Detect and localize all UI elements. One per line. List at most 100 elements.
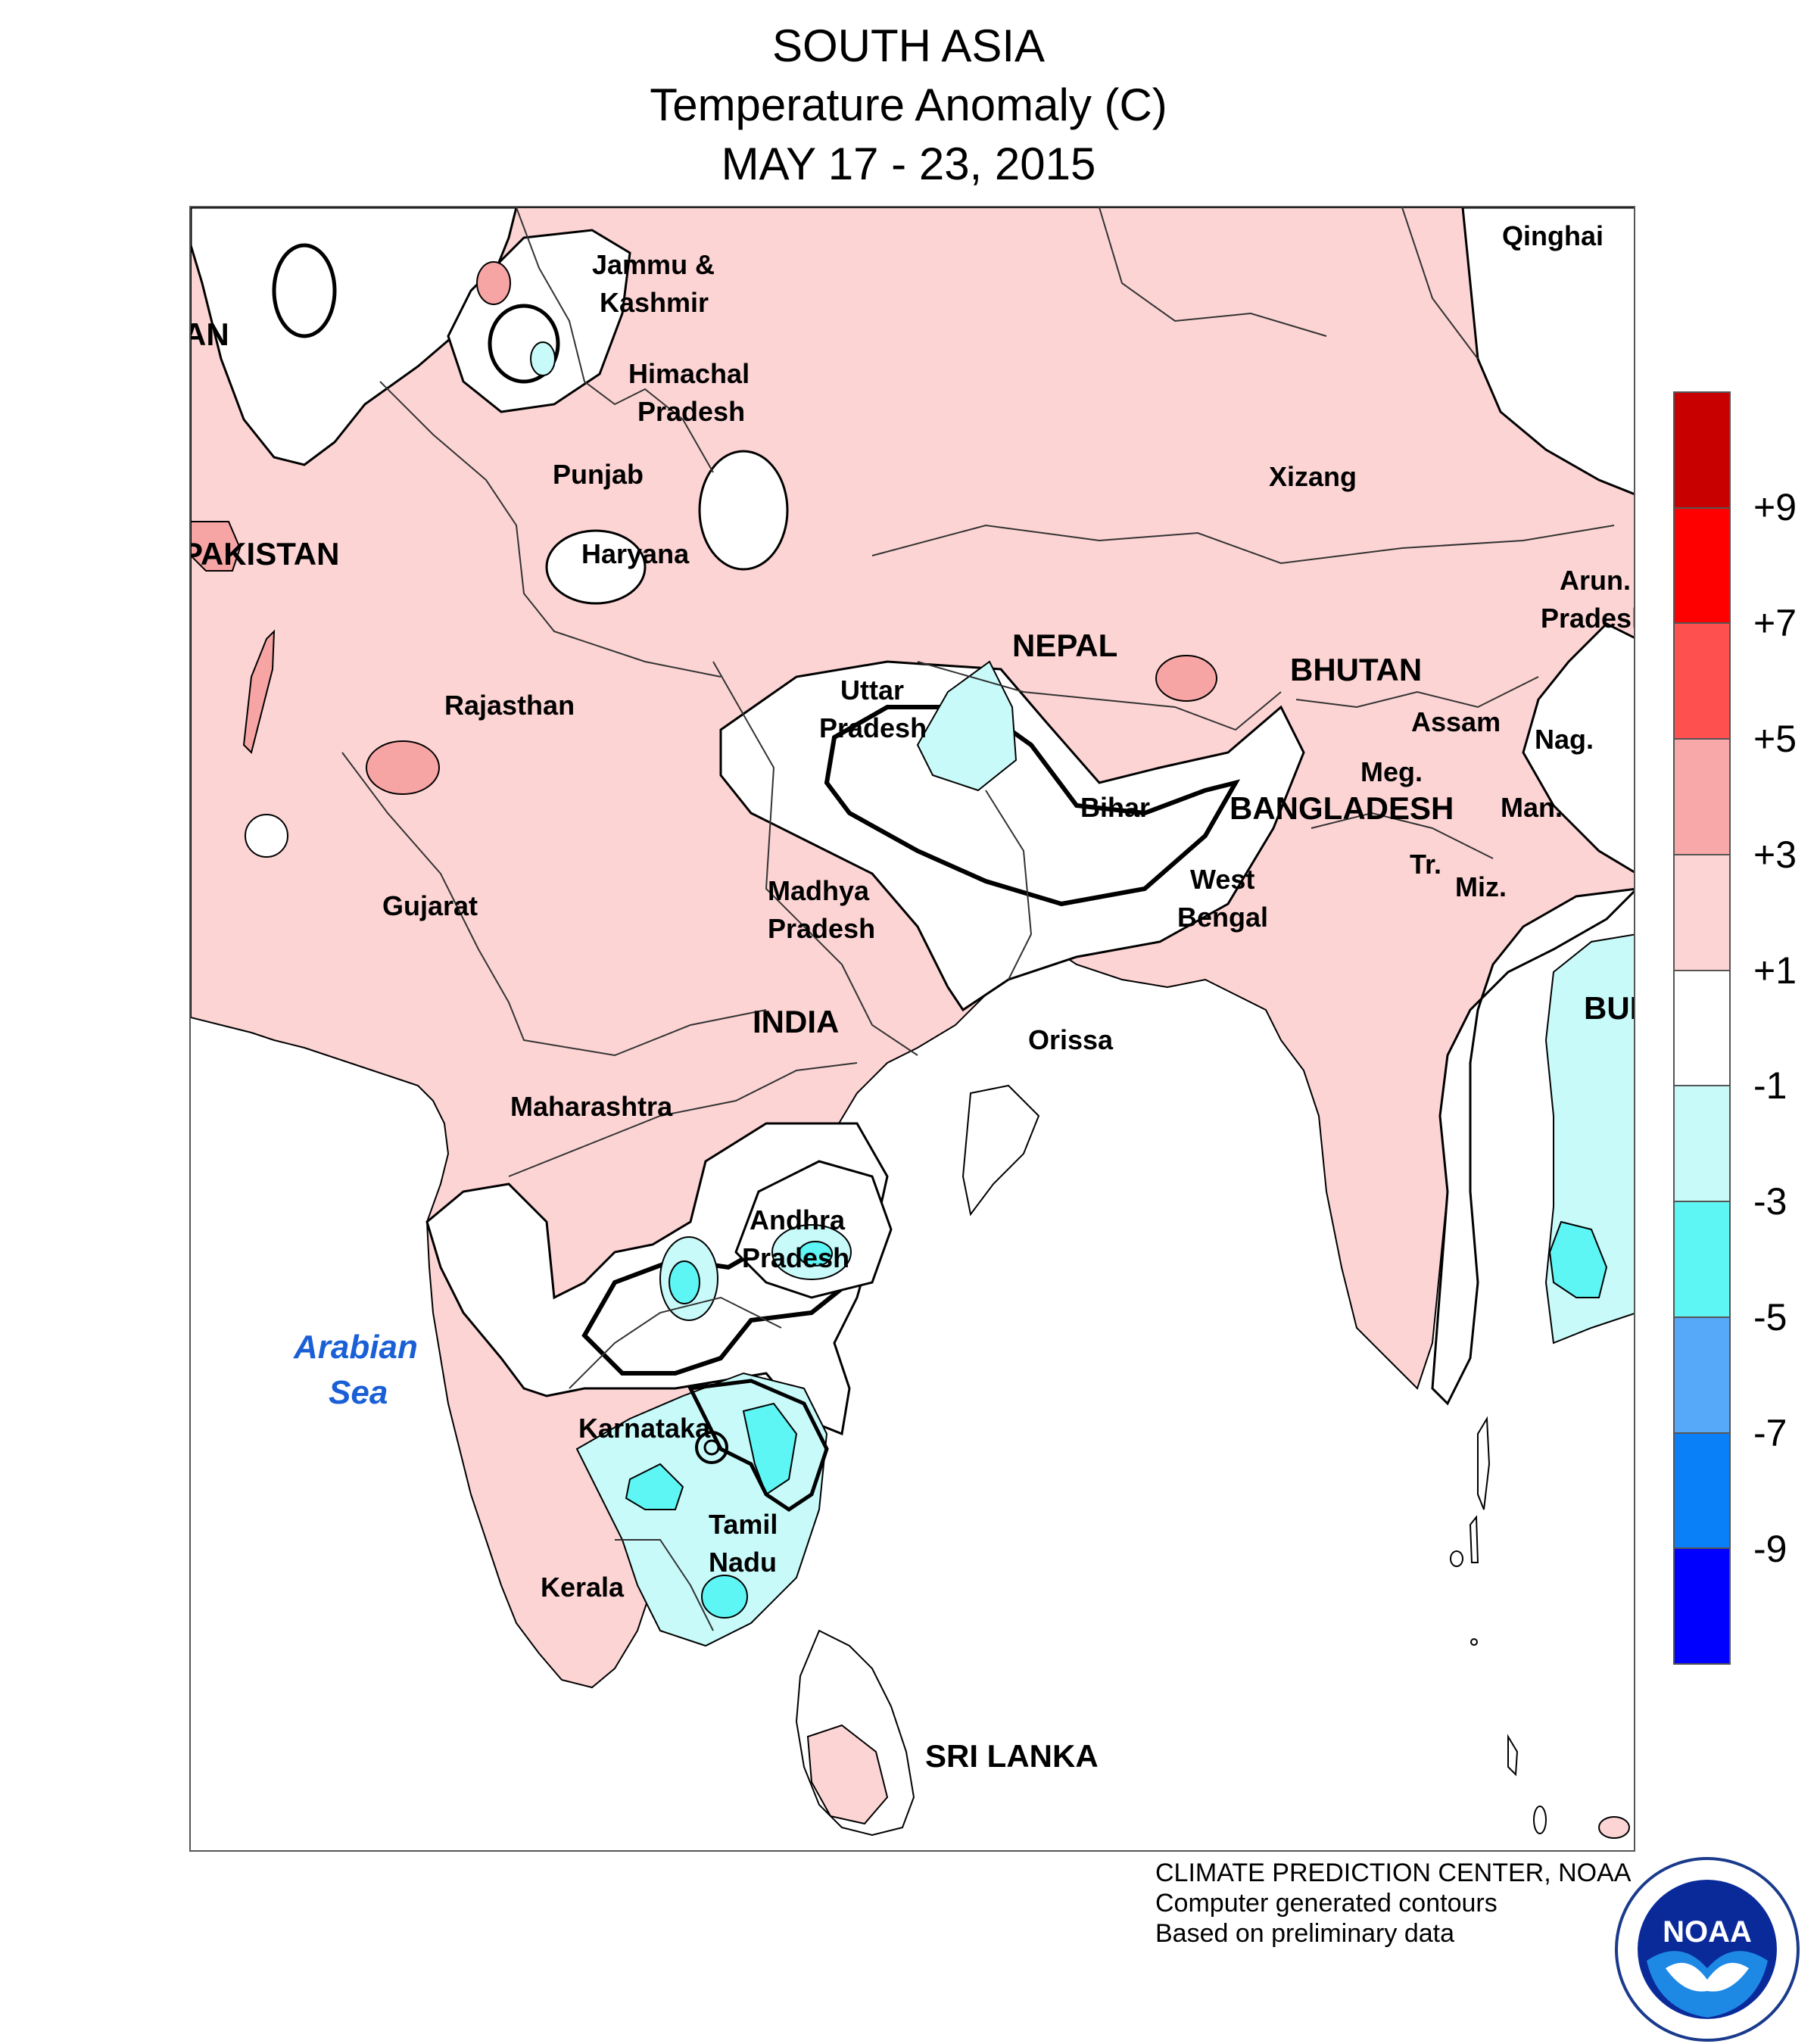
legend-label: -9 [1753,1528,1787,1571]
label-kashmir: Kashmir [600,287,709,318]
label-andhra: Andhra [750,1204,846,1235]
color-legend [1673,391,1731,1665]
map-panel: PAKISTAN AN CHINA Jammu & Kashmir Himach… [189,206,1635,1852]
credit-line-1: CLIMATE PREDICTION CENTER, NOAA [1155,1859,1632,1887]
noaa-seal-icon: NOAA [1615,1857,1800,2042]
burma-cold-spot [1548,1220,1608,1298]
legend-label: -7 [1753,1412,1787,1455]
label-punjab: Punjab [553,459,644,490]
label-qinghai: Qinghai [1502,220,1604,251]
credit-line-3: Based on preliminary data [1155,1919,1455,1948]
label-bhutan: BHUTAN [1290,652,1422,687]
sri-lanka-warm-zone [806,1724,889,1825]
orissa-neutral-zone [961,1084,1040,1217]
credit-line-2: Computer generated contours [1155,1889,1498,1918]
label-china-partial: CHINA [1175,207,1276,214]
label-man: Man. [1501,792,1563,823]
label-bihar: Bihar [1080,792,1150,823]
kashmir-cool-spot [530,341,556,376]
anomaly-map: PAKISTAN AN CHINA Jammu & Kashmir Himach… [191,207,1635,1839]
kashmir-contour [488,304,560,384]
label-west: West [1190,864,1254,895]
label-bangladesh: BANGLADESH [1230,790,1454,826]
label-madhya: Madhya [768,875,870,906]
legend-swatch [1675,855,1729,971]
nepal-warm-spot [1155,655,1217,702]
label-arun-pradesh: Pradesh [1541,603,1635,634]
label-arun: Arun. [1560,565,1631,596]
qinghai-neutral-zone [1461,207,1634,496]
label-assam: Assam [1411,706,1501,737]
label-madhya-pradesh: Pradesh [768,913,875,944]
legend-label: -1 [1753,1064,1787,1108]
legend-swatch [1675,1086,1729,1203]
noaa-logo-text: NOAA [1663,1915,1752,1949]
legend-label: +5 [1753,717,1797,760]
label-arabian: Arabian [293,1329,418,1366]
label-maharashtra: Maharashtra [510,1091,673,1122]
andaman-islands [1450,1416,1630,1839]
land-mainland [191,207,1634,1689]
label-nepal: NEPAL [1012,628,1117,663]
gujarat-neutral-blob [245,814,288,858]
legend-swatch [1675,624,1729,740]
label-uttar: Uttar [840,675,904,706]
northwest-contour [272,243,337,338]
label-kerala: Kerala [541,1572,625,1603]
legend-label: +3 [1753,833,1797,876]
legend-swatch [1675,393,1729,509]
label-nag: Nag. [1535,724,1594,755]
label-gujarat: Gujarat [382,890,478,921]
gangetic-neutral-zone [719,660,1305,1012]
pakistan-warm-spot-1 [191,521,242,572]
legend-label: +1 [1753,949,1797,992]
map-subtitle: Temperature Anomaly (C) [650,79,1167,130]
legend-label: +9 [1753,485,1797,528]
haryana-neutral-blob [545,529,647,605]
label-sri-lanka: SRI LANKA [925,1738,1099,1774]
label-orissa: Orissa [1028,1024,1114,1055]
legend-label: -5 [1753,1296,1787,1339]
label-rajasthan: Rajasthan [444,690,575,721]
andhra-cold-spot [798,1241,833,1267]
south-cool-contour [687,1379,829,1513]
legend-swatch [1675,1433,1729,1550]
legend-swatch [1675,1549,1729,1664]
state-boundaries [341,207,1615,1631]
label-pakistan: PAKISTAN [191,536,339,572]
legend-swatch [1675,971,1729,1087]
pakistan-warm-spot-2 [242,629,276,754]
label-nadu: Nadu [709,1547,777,1578]
legend-swatch [1675,1202,1729,1318]
legend-swatch [1675,508,1729,625]
map-date-range: MAY 17 - 23, 2015 [721,139,1096,189]
label-meg: Meg. [1360,756,1423,787]
kashmir-warm-spot [476,261,511,305]
label-xizang: Xizang [1269,461,1357,492]
tamil-nadu-cold-spot [701,1575,748,1619]
label-an-partial: AN [191,316,229,352]
northwest-neutral-zone [191,207,518,466]
himachal-neutral-blob [698,450,789,571]
label-uttar-pradesh: Pradesh [819,712,927,743]
karnataka-north-cold-spot [669,1260,700,1304]
legend-swatch [1675,1317,1729,1434]
label-andhra-pradesh: Pradesh [742,1242,849,1273]
karnataka-cold-spot-1 [625,1463,684,1510]
legend-label: -3 [1753,1180,1787,1223]
label-himachal: Himachal [628,358,750,389]
legend-swatch [1675,740,1729,855]
uttar-pradesh-cool-zone [916,660,1018,792]
legend-label: +7 [1753,601,1797,644]
label-haryana: Haryana [581,538,690,569]
label-india: INDIA [753,1004,839,1039]
label-miz: Miz. [1455,871,1507,902]
burma-neutral-zone [1431,887,1634,1406]
label-himachal-pradesh: Pradesh [637,396,745,427]
label-burma-partial: BUR [1584,990,1635,1026]
label-karnataka: Karnataka [578,1413,711,1444]
karnataka-cold-spot-2 [742,1402,798,1496]
map-title: SOUTH ASIA [771,20,1046,71]
label-jammu: Jammu & [592,249,715,280]
label-bengal: Bengal [1177,902,1268,933]
